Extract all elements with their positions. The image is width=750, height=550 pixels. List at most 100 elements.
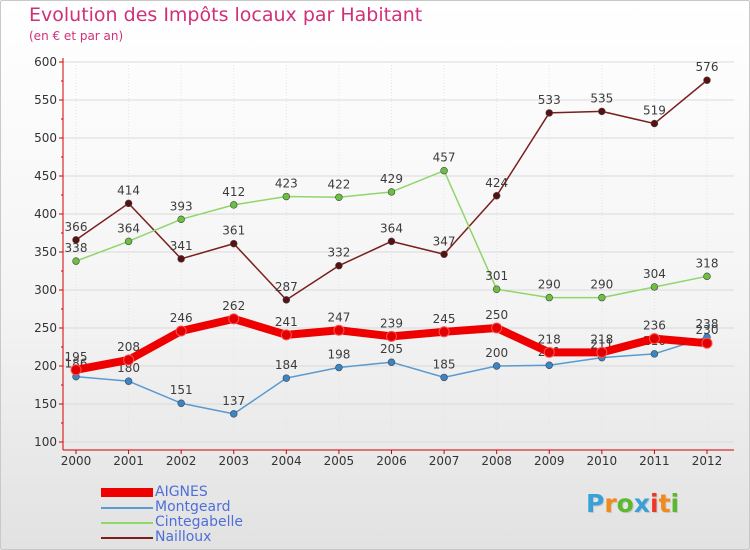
legend-swatch-nailloux <box>101 537 153 539</box>
data-point-cintegabelle <box>230 201 238 209</box>
data-label-nailloux: 361 <box>222 224 245 238</box>
data-label-nailloux: 364 <box>380 221 403 235</box>
data-point-aignes <box>70 364 82 376</box>
data-label-aignes: 230 <box>696 323 719 337</box>
y-tick-label: 300 <box>34 283 57 297</box>
data-point-aignes <box>701 337 713 349</box>
data-point-nailloux <box>124 199 133 208</box>
data-label-aignes: 250 <box>485 308 508 322</box>
x-tick-label: 2002 <box>166 454 197 468</box>
legend-label-aignes: AIGNES <box>155 484 208 500</box>
x-tick-label: 2006 <box>376 454 407 468</box>
y-tick-label: 100 <box>34 435 57 449</box>
data-point-nailloux <box>72 236 80 244</box>
data-point-cintegabelle <box>703 272 711 281</box>
data-label-cintegabelle: 412 <box>222 185 245 199</box>
data-point-nailloux <box>177 255 185 263</box>
legend-swatch-cintegabelle <box>101 522 153 524</box>
data-label-aignes: 262 <box>222 299 245 313</box>
data-point-cintegabelle <box>650 283 659 291</box>
data-label-nailloux: 332 <box>327 246 350 260</box>
x-tick-label: 2008 <box>481 454 512 468</box>
data-label-cintegabelle: 393 <box>170 199 193 213</box>
data-point-aignes <box>280 329 292 341</box>
x-tick-label: 2007 <box>429 454 460 468</box>
data-label-aignes: 239 <box>380 316 403 330</box>
data-label-nailloux: 414 <box>117 183 140 197</box>
data-label-nailloux: 519 <box>643 104 666 118</box>
legend-label-nailloux: Nailloux <box>155 529 212 545</box>
data-point-cintegabelle <box>177 215 185 224</box>
data-label-aignes: 246 <box>170 311 193 325</box>
y-tick-label: 400 <box>34 207 57 221</box>
data-point-cintegabelle <box>72 257 80 265</box>
y-tick-label: 250 <box>34 321 57 335</box>
data-point-nailloux <box>335 261 343 270</box>
data-label-aignes: 208 <box>117 340 140 354</box>
data-label-cintegabelle: 290 <box>590 278 613 292</box>
x-tick-label: 2004 <box>271 454 302 468</box>
data-point-aignes <box>648 333 660 345</box>
x-tick-label: 2003 <box>218 454 249 468</box>
data-point-nailloux <box>230 239 238 248</box>
y-tick-label: 450 <box>34 169 57 183</box>
legend-swatch-montgeard <box>101 507 153 509</box>
data-point-montgeard <box>230 410 238 418</box>
data-point-cintegabelle <box>335 193 343 201</box>
data-point-montgeard <box>545 361 553 369</box>
y-tick-label: 600 <box>34 55 57 69</box>
data-point-nailloux <box>492 192 501 200</box>
data-label-nailloux: 287 <box>275 280 298 294</box>
data-label-montgeard: 238 <box>696 317 719 331</box>
data-point-aignes <box>175 325 187 337</box>
data-label-cintegabelle: 338 <box>65 241 88 255</box>
data-point-aignes <box>543 346 555 358</box>
x-tick-label: 2010 <box>587 454 618 468</box>
data-label-nailloux: 576 <box>696 60 719 74</box>
data-label-nailloux: 424 <box>485 176 508 190</box>
y-tick-label: 550 <box>34 93 57 107</box>
data-label-cintegabelle: 457 <box>433 151 456 165</box>
data-label-cintegabelle: 304 <box>643 267 666 281</box>
data-label-cintegabelle: 301 <box>485 269 508 283</box>
data-label-aignes: 218 <box>538 332 561 346</box>
data-point-aignes <box>333 324 345 336</box>
data-point-nailloux <box>650 119 659 128</box>
data-label-cintegabelle: 364 <box>117 221 140 235</box>
data-label-cintegabelle: 429 <box>380 172 403 186</box>
legend-label-montgeard: Montgeard <box>155 499 231 515</box>
data-point-montgeard <box>282 374 291 382</box>
data-point-montgeard <box>124 377 133 385</box>
data-label-cintegabelle: 422 <box>327 177 350 191</box>
data-label-cintegabelle: 290 <box>538 278 561 292</box>
data-label-aignes: 245 <box>433 312 456 326</box>
data-point-cintegabelle <box>492 285 501 293</box>
data-point-nailloux <box>703 76 711 84</box>
x-tick-label: 2011 <box>639 454 670 468</box>
legend-label-cintegabelle: Cintegabelle <box>155 514 243 530</box>
data-point-montgeard <box>492 362 501 370</box>
data-label-montgeard: 137 <box>222 394 245 408</box>
data-point-aignes <box>228 313 240 325</box>
data-label-nailloux: 347 <box>433 234 456 248</box>
data-point-cintegabelle <box>545 293 553 302</box>
proxiti-logo: Proxiti <box>586 489 680 518</box>
data-label-nailloux: 533 <box>538 93 561 107</box>
data-label-aignes: 195 <box>65 350 88 364</box>
data-label-cintegabelle: 423 <box>275 177 298 191</box>
chart-title: Evolution des Impôts locaux par Habitant <box>29 4 423 26</box>
x-tick-label: 2012 <box>692 454 723 468</box>
data-point-nailloux <box>440 250 448 258</box>
data-point-aignes <box>123 354 135 366</box>
x-tick-label: 2000 <box>61 454 92 468</box>
data-point-cintegabelle <box>440 166 448 175</box>
x-tick-label: 2009 <box>534 454 565 468</box>
data-point-montgeard <box>650 350 659 358</box>
data-point-montgeard <box>387 358 396 366</box>
data-point-montgeard <box>335 363 343 372</box>
y-tick-label: 200 <box>34 359 57 373</box>
data-label-montgeard: 200 <box>485 346 508 360</box>
data-label-aignes: 218 <box>590 332 613 346</box>
